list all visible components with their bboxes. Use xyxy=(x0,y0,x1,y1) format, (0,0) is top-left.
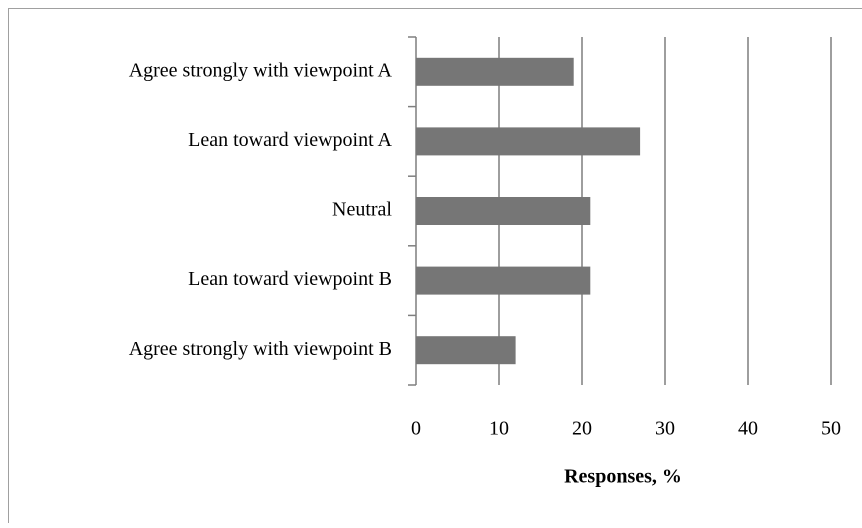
bar xyxy=(416,336,516,364)
x-tick-label: 20 xyxy=(572,418,592,440)
bar xyxy=(416,197,590,225)
x-tick-label: 30 xyxy=(655,418,675,440)
bar xyxy=(416,127,640,155)
x-tick-label: 40 xyxy=(738,418,758,440)
y-tick-label: Lean toward viewpoint A xyxy=(188,129,392,151)
x-tick-label: 10 xyxy=(489,418,509,440)
bar xyxy=(416,58,574,86)
bar xyxy=(416,267,590,295)
y-tick-label: Lean toward viewpoint B xyxy=(188,268,392,290)
x-axis-label: Responses, % xyxy=(564,466,682,488)
x-tick-label: 0 xyxy=(411,418,421,440)
y-tick-label: Neutral xyxy=(332,199,392,221)
y-tick-label: Agree strongly with viewpoint B xyxy=(129,338,392,360)
y-tick-label: Agree strongly with viewpoint A xyxy=(129,59,393,81)
x-tick-label: 50 xyxy=(821,418,841,440)
